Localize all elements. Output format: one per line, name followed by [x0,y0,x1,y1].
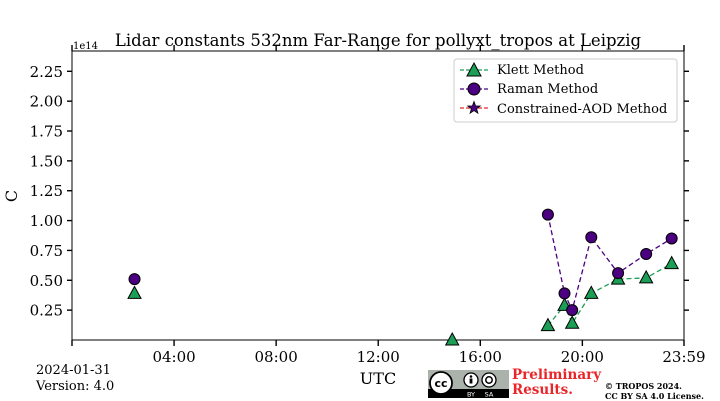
by-label: BY [467,391,475,399]
x-tick-label: 16:00 [459,348,502,366]
sa-arrow-icon [485,376,493,384]
legend-aod-marker [466,100,482,115]
raman-point [541,208,554,221]
y-tick-label: 2.00 [30,93,63,111]
raman-point [665,232,678,245]
klett-point [540,317,556,332]
klett-point [638,269,654,284]
legend-klett-marker [466,61,482,77]
cc-logo-icon [429,371,453,395]
footer-info: 2024-01-31 Version: 4.0 [36,363,114,395]
copyright-line-1: © TROPOS 2024. [605,381,682,391]
x-tick-label: 04:00 [152,348,195,366]
klett-point [583,285,599,299]
legend-klett-label: Klett Method [497,63,584,78]
preliminary-notice: Preliminary Results. [512,368,601,398]
klett-point [127,285,142,299]
x-tick-label: 23:59 [662,348,705,366]
y-tick-label: 1.50 [30,152,63,170]
footer-date: 2024-01-31 [36,363,111,378]
legend-raman-label: Raman Method [497,82,598,97]
y-tick-label: 1.00 [30,212,63,230]
x-tick-label: 08:00 [255,348,298,366]
preliminary-line-1: Preliminary [512,367,602,383]
y-tick-label: 0.50 [30,272,63,290]
klett-point [564,315,580,329]
by-body-icon [469,378,473,384]
y-tick-label: 0.25 [30,302,63,320]
cc-logo-text: cc [434,377,447,390]
raman-point [128,273,141,286]
sa-share-alike-icon [481,372,497,388]
klett-point [444,331,460,346]
footer-version: Version: 4.0 [36,379,115,394]
x-axis-label: UTC [360,369,396,388]
legend-raman-marker [467,82,481,96]
sa-label: SA [485,391,494,399]
cc-badge-bottom-strip [428,389,509,398]
raman-point [558,287,571,300]
data-series [127,208,680,346]
raman-point [566,304,579,317]
copyright-line-2: CC BY SA 4.0 License. [605,391,704,401]
y-axis-label: C [2,190,21,202]
y-offset-label: 1e14 [73,41,98,52]
raman-point [585,231,598,244]
legend: Klett Method Raman Method Constrained-AO… [453,58,678,123]
x-tick-label: 12:00 [357,348,400,366]
y-tick-label: 0.75 [30,242,63,260]
legend-box [453,58,678,123]
chart-title: Lidar constants 532nm Far-Range for poll… [115,31,642,50]
y-tick-label: 1.25 [30,182,63,200]
klett-point [664,255,680,270]
by-head-icon [469,375,473,378]
y-tick-label: 2.25 [30,63,63,81]
raman-point [640,248,653,261]
preliminary-line-2: Results. [512,382,573,398]
copyright-notice: © TROPOS 2024. CC BY SA 4.0 License. [605,381,704,401]
y-tick-label: 1.75 [30,123,63,141]
raman-point [612,267,625,280]
legend-aod-label: Constrained-AOD Method [497,102,667,117]
axis-ticks: 0.25 0.50 0.75 1.00 1.25 1.50 1.75 2.00 2.25 04:0… [30,45,706,366]
x-tick-label: 20:00 [561,348,604,366]
cc-license-badge: cc BY SA [428,370,509,398]
